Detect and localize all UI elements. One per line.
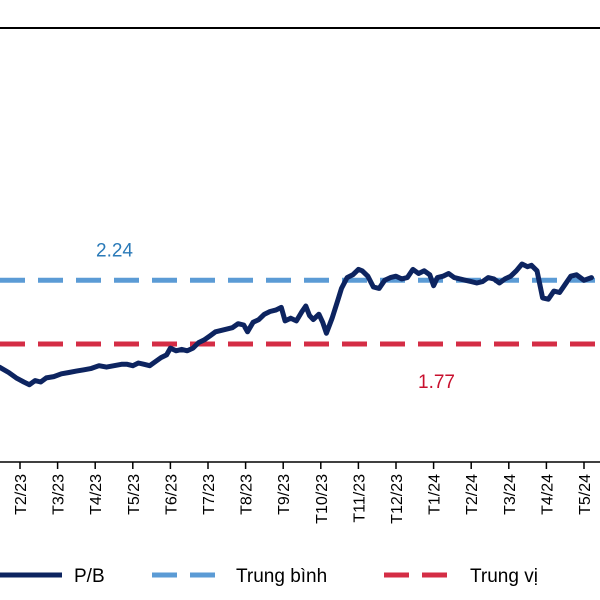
x-tick-label: T7/23	[201, 474, 218, 515]
pb-series-line	[0, 261, 594, 388]
mean-value-label: 2.24	[96, 240, 133, 261]
x-tick-label: T12/23	[389, 474, 406, 524]
x-tick-label: T3/24	[502, 474, 519, 515]
x-tick-label: T3/23	[51, 474, 68, 515]
legend-pb-label: P/B	[74, 566, 105, 587]
legend-median-label: Trung vị	[470, 566, 538, 587]
x-tick-label: T2/23	[13, 474, 30, 515]
x-tick-marks	[19, 462, 585, 469]
x-tick-label: T2/24	[464, 474, 481, 515]
x-tick-label: T9/23	[276, 474, 293, 515]
x-tick-label: T4/24	[539, 474, 556, 515]
x-tick-label: T5/24	[577, 474, 594, 515]
legend-mean-label: Trung bình	[236, 566, 327, 587]
legend: P/B Trung bình Trung vị	[0, 566, 538, 587]
x-tick-label: T5/23	[126, 474, 143, 515]
x-tick-label: T10/23	[314, 474, 331, 524]
x-tick-label: T8/23	[239, 474, 256, 515]
x-tick-label: T6/23	[163, 474, 180, 515]
x-tick-label: T4/23	[88, 474, 105, 515]
x-tick-label: T11/23	[351, 474, 368, 523]
x-tick-labels: T2/23 T3/23 T4/23 T5/23 T6/23 T7/23 T8/23 T9/23…	[13, 474, 594, 524]
x-tick-label: T1/24	[427, 474, 444, 515]
median-value-label: 1.77	[418, 372, 455, 393]
